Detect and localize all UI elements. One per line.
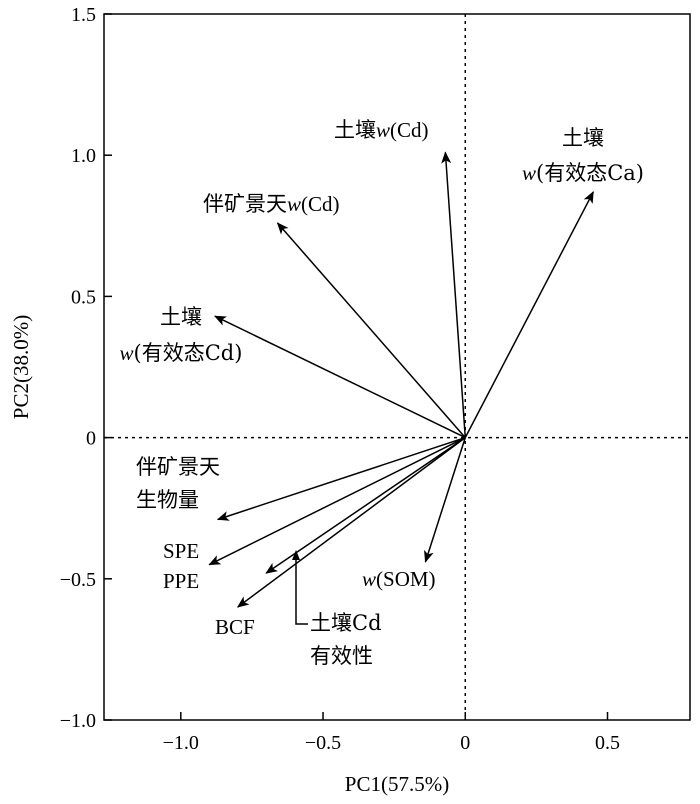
vector-soil-available-ca <box>464 191 594 438</box>
label-soil-available-cd-line1: 土壤 <box>160 305 202 329</box>
x-tick-label: −0.5 <box>305 732 341 754</box>
vector-plant-cd <box>276 222 466 439</box>
label-soil-cd-availability-line1: 土壤Cd <box>310 611 382 635</box>
label-soil-available-ca-line2: w(有效态Ca) <box>522 161 644 185</box>
label-plant-cd: 伴矿景天w(Cd) <box>203 192 340 216</box>
y-axis-ticks: −1.0 −0.5 0 0.5 1.0 1.5 <box>60 4 112 732</box>
label-soil-cd: 土壤w(Cd) <box>334 118 429 142</box>
vector-bcf <box>236 436 466 608</box>
y-tick-label: −1.0 <box>60 710 96 732</box>
y-tick-label: 0 <box>86 428 96 450</box>
vector-spe <box>208 436 466 566</box>
y-tick-label: 1.0 <box>71 145 96 167</box>
label-ppe: PPE <box>163 569 199 593</box>
x-tick-label: 0.5 <box>595 732 620 754</box>
x-axis-title: PC1(57.5%) <box>345 772 449 796</box>
soil-cd-availability-bracket-tip <box>292 550 300 560</box>
loading-vectors <box>208 151 594 608</box>
y-tick-label: 1.5 <box>71 4 96 26</box>
vector-ppe <box>265 436 466 574</box>
vector-som <box>424 437 466 563</box>
x-tick-label: 0 <box>460 732 470 754</box>
y-tick-label: 0.5 <box>71 286 96 308</box>
label-soil-cd-availability-line2: 有效性 <box>310 644 373 668</box>
label-bcf: BCF <box>215 615 255 639</box>
vector-soil-available-cd <box>214 315 466 439</box>
vector-plant-biomass <box>216 436 466 521</box>
y-axis-title: PC2(38.0%) <box>9 315 33 419</box>
x-tick-label: −1.0 <box>163 732 199 754</box>
soil-cd-availability-bracket <box>295 556 308 625</box>
vector-soil-cd <box>441 151 467 438</box>
label-spe: SPE <box>163 539 199 563</box>
label-plant-biomass-line2: 生物量 <box>136 488 199 512</box>
y-tick-label: −0.5 <box>60 569 96 591</box>
x-axis-ticks: −1.0 −0.5 0 0.5 <box>163 712 620 754</box>
label-plant-biomass-line1: 伴矿景天 <box>136 455 220 479</box>
label-soil-available-ca-line1: 土壤 <box>562 126 604 150</box>
label-som: w(SOM) <box>362 567 436 591</box>
plot-frame <box>103 13 691 721</box>
label-soil-available-cd-line2: w(有效态Cd) <box>120 341 243 365</box>
